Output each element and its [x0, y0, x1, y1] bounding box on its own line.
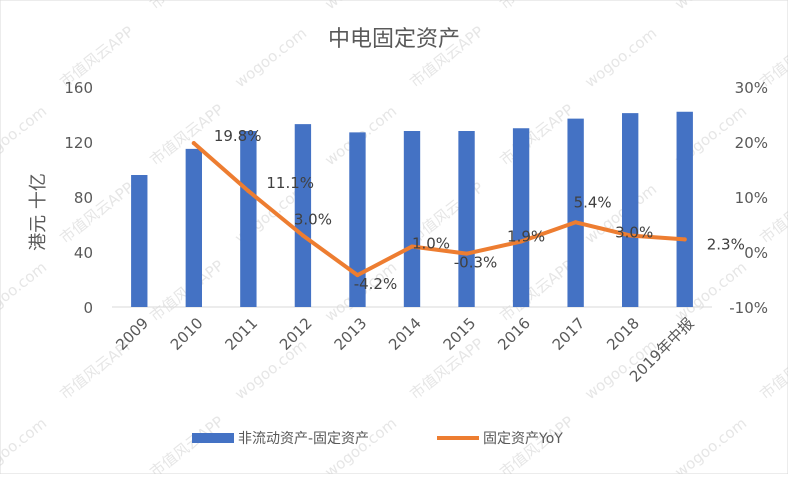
bar [131, 175, 148, 307]
y-left-tick-label: 120 [64, 134, 93, 152]
bar [512, 128, 530, 307]
data-label: 19.8% [214, 127, 262, 145]
data-label: 1.0% [412, 235, 450, 253]
bar [240, 131, 257, 307]
yoy-point [682, 237, 687, 242]
data-label: 11.1% [266, 174, 314, 192]
bar [403, 131, 421, 307]
yoy-line [191, 141, 687, 278]
legend-swatch-bar [192, 433, 234, 443]
yoy-point [410, 244, 414, 249]
legend-label-bar: 非流动资产-固定资产 [238, 431, 369, 447]
y-left-tick-label: 160 [64, 79, 93, 97]
y-right-tick-label: 10% [735, 189, 768, 207]
data-label: 3.0% [615, 224, 653, 242]
data-label: 5.4% [574, 193, 612, 211]
yoy-point [628, 233, 633, 238]
y-axis-left-label: 港元 十亿 [28, 173, 49, 251]
yoy-point [573, 220, 578, 225]
y-right-tick-label: 30% [735, 79, 768, 97]
legend-label-line: 固定资产YoY [483, 431, 563, 447]
yoy-point [519, 239, 524, 244]
chart-title: 中电固定资产 [328, 27, 460, 52]
yoy-point [191, 141, 196, 146]
line-series: 19.8%11.1%3.0%-4.2%1.0%-0.3%1.9%5.4%3.0%… [191, 127, 745, 293]
data-label: 3.0% [294, 211, 332, 229]
bar [294, 124, 312, 307]
y-left-tick-label: 80 [74, 189, 93, 207]
bar [458, 131, 475, 307]
data-label: 1.9% [507, 228, 545, 246]
y-right-tick-label: -10% [729, 299, 768, 317]
yoy-point [300, 233, 305, 238]
yoy-point [464, 251, 469, 256]
yoy-point [246, 188, 251, 193]
bar [185, 148, 202, 307]
data-label: 2.3% [707, 235, 745, 253]
y-left-tick-label: 40 [74, 244, 93, 262]
bar [567, 118, 584, 307]
y-left-tick-label: 0 [83, 299, 93, 317]
y-axis-left-ticks: 0 40 80 120 160 [64, 79, 93, 317]
bar [622, 113, 639, 307]
y-right-tick-label: 20% [735, 134, 768, 152]
bar [676, 111, 693, 307]
data-label: -0.3% [454, 254, 498, 272]
bar [349, 132, 366, 307]
yoy-point [355, 273, 360, 278]
legend: 非流动资产-固定资产 固定资产YoY [192, 431, 563, 447]
data-label: -4.2% [354, 275, 398, 293]
y-right-tick-label: 0% [744, 244, 768, 262]
y-axis-right-ticks: -10% 0% 10% 20% 30% [729, 79, 768, 317]
bar-series [131, 111, 693, 307]
